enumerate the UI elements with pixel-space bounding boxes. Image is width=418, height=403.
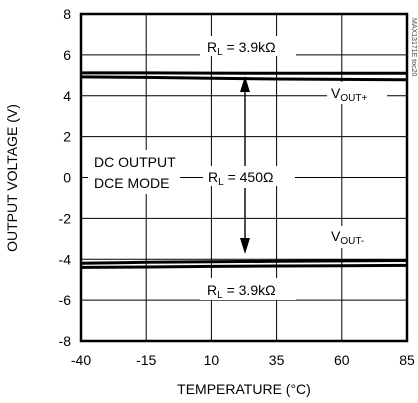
x-tick-label: 35: [269, 352, 285, 368]
watermark: MAX13171E toc20: [410, 18, 417, 76]
y-tick-label: 2: [63, 129, 71, 145]
x-tick-label: 85: [399, 352, 415, 368]
vout-plus-label: VOUT+: [331, 85, 367, 104]
y-axis-title: OUTPUT VOLTAGE (V): [4, 104, 20, 252]
x-tick-label: -40: [71, 352, 91, 368]
series-line-4: [80, 263, 408, 269]
x-axis-title: TEMPERATURE (°C): [177, 381, 311, 397]
x-tick-label: 60: [334, 352, 350, 368]
y-tick-label: -6: [59, 292, 72, 308]
plot-frame: [79, 12, 409, 343]
vout-minus-label: VOUT-: [331, 228, 364, 247]
vout-minus-label-bg: [327, 226, 387, 248]
x-tick-label: 10: [204, 352, 220, 368]
top-load-label-bg: [200, 36, 296, 56]
x-tick-labels: -40 -15 10 35 60 85: [71, 352, 415, 368]
y-tick-label: 0: [63, 170, 71, 186]
series-line-2: [80, 75, 408, 82]
y-tick-label: -4: [59, 251, 72, 267]
vout-plus-label-bg: [327, 82, 387, 104]
mid-load-label-bg: [203, 166, 295, 186]
arrow-head-down: [240, 238, 250, 254]
y-tick-label: -8: [59, 333, 72, 349]
bottom-load-label: RL = 3.9kΩ: [207, 282, 276, 301]
bottom-load-label-bg: [200, 278, 296, 300]
y-tick-label: -2: [59, 210, 72, 226]
arrow-head-up: [240, 76, 250, 92]
y-tick-label: 8: [63, 6, 71, 22]
series-line-3: [80, 259, 408, 265]
mode-label-line1: DC OUTPUT: [94, 154, 176, 170]
series-lines: [80, 71, 408, 269]
mode-label-bg: [88, 150, 180, 194]
y-tick-labels: 8 6 4 2 0 -2 -4 -6 -8: [59, 6, 72, 349]
mode-label-line2: DCE MODE: [94, 175, 169, 191]
y-tick-label: 4: [63, 88, 71, 104]
top-load-label: RL = 3.9kΩ: [207, 39, 276, 58]
y-tick-label: 6: [63, 47, 71, 63]
mid-load-label: RL = 450Ω: [208, 169, 273, 188]
voltage-span-arrow: [240, 76, 250, 254]
x-tick-label: -15: [136, 352, 156, 368]
